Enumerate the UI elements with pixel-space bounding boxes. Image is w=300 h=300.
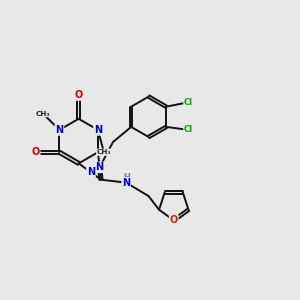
Text: O: O <box>74 90 83 100</box>
Text: N: N <box>95 162 104 172</box>
Text: Cl: Cl <box>184 98 193 107</box>
Text: CH₃: CH₃ <box>97 149 111 155</box>
Text: N: N <box>87 167 95 177</box>
Text: N: N <box>122 178 130 188</box>
Text: H: H <box>123 173 130 182</box>
Text: O: O <box>32 147 40 157</box>
Text: O: O <box>169 215 178 225</box>
Text: N: N <box>94 125 102 135</box>
Text: N: N <box>55 125 63 135</box>
Text: Cl: Cl <box>184 125 193 134</box>
Text: CH₃: CH₃ <box>36 111 50 117</box>
